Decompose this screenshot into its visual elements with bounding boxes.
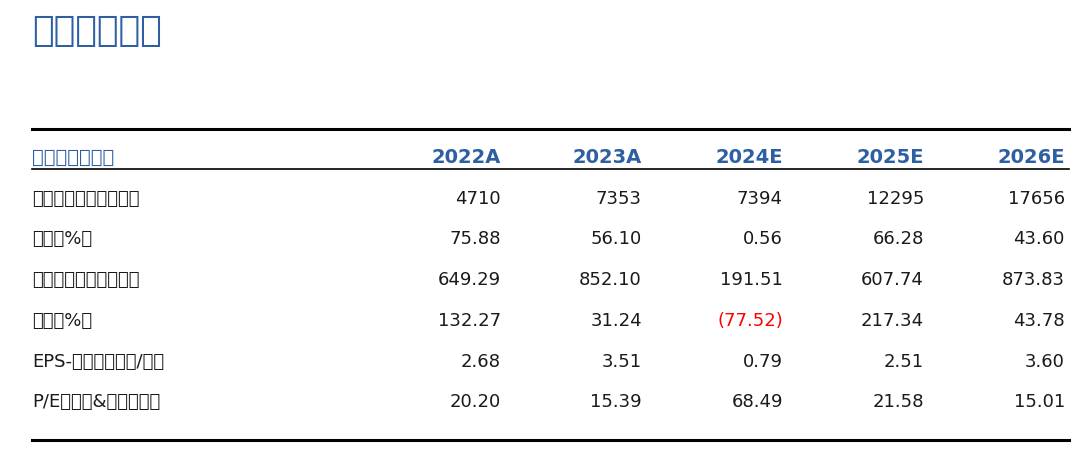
Text: 2024E: 2024E	[715, 148, 783, 167]
Text: 607.74: 607.74	[861, 271, 923, 289]
Text: 12295: 12295	[866, 189, 923, 207]
Text: 2022A: 2022A	[432, 148, 501, 167]
Text: 营业总收入（百万元）: 营业总收入（百万元）	[32, 189, 140, 207]
Text: 132.27: 132.27	[437, 312, 501, 330]
Text: 归母净利润（百万元）: 归母净利润（百万元）	[32, 271, 140, 289]
Text: 66.28: 66.28	[873, 230, 923, 249]
Text: 20.20: 20.20	[449, 393, 501, 411]
Text: 43.60: 43.60	[1013, 230, 1065, 249]
Text: 75.88: 75.88	[449, 230, 501, 249]
Text: 3.51: 3.51	[602, 353, 642, 371]
Text: 873.83: 873.83	[1002, 271, 1065, 289]
Text: 21.58: 21.58	[873, 393, 923, 411]
Text: 7394: 7394	[737, 189, 783, 207]
Text: 7353: 7353	[596, 189, 642, 207]
Text: 3.60: 3.60	[1025, 353, 1065, 371]
Text: 4710: 4710	[456, 189, 501, 207]
Text: 2.51: 2.51	[883, 353, 923, 371]
Text: 56.10: 56.10	[591, 230, 642, 249]
Text: 31.24: 31.24	[591, 312, 642, 330]
Text: 盈利预测与估值: 盈利预测与估值	[32, 148, 114, 167]
Text: 68.49: 68.49	[731, 393, 783, 411]
Text: (77.52): (77.52)	[717, 312, 783, 330]
Text: 2025E: 2025E	[856, 148, 923, 167]
Text: 15.01: 15.01	[1014, 393, 1065, 411]
Text: 同比（%）: 同比（%）	[32, 312, 93, 330]
Text: 852.10: 852.10	[579, 271, 642, 289]
Text: 2.68: 2.68	[461, 353, 501, 371]
Text: 0.56: 0.56	[743, 230, 783, 249]
Text: 同比（%）: 同比（%）	[32, 230, 93, 249]
Text: 买入（维持）: 买入（维持）	[32, 14, 162, 47]
Text: 17656: 17656	[1008, 189, 1065, 207]
Text: 217.34: 217.34	[861, 312, 923, 330]
Text: P/E（现价&最新摊薄）: P/E（现价&最新摊薄）	[32, 393, 161, 411]
Text: 43.78: 43.78	[1013, 312, 1065, 330]
Text: 191.51: 191.51	[720, 271, 783, 289]
Text: 649.29: 649.29	[437, 271, 501, 289]
Text: 2026E: 2026E	[997, 148, 1065, 167]
Text: 0.79: 0.79	[743, 353, 783, 371]
Text: EPS-最新摊薄（元/股）: EPS-最新摊薄（元/股）	[32, 353, 164, 371]
Text: 15.39: 15.39	[591, 393, 642, 411]
Text: 2023A: 2023A	[572, 148, 642, 167]
